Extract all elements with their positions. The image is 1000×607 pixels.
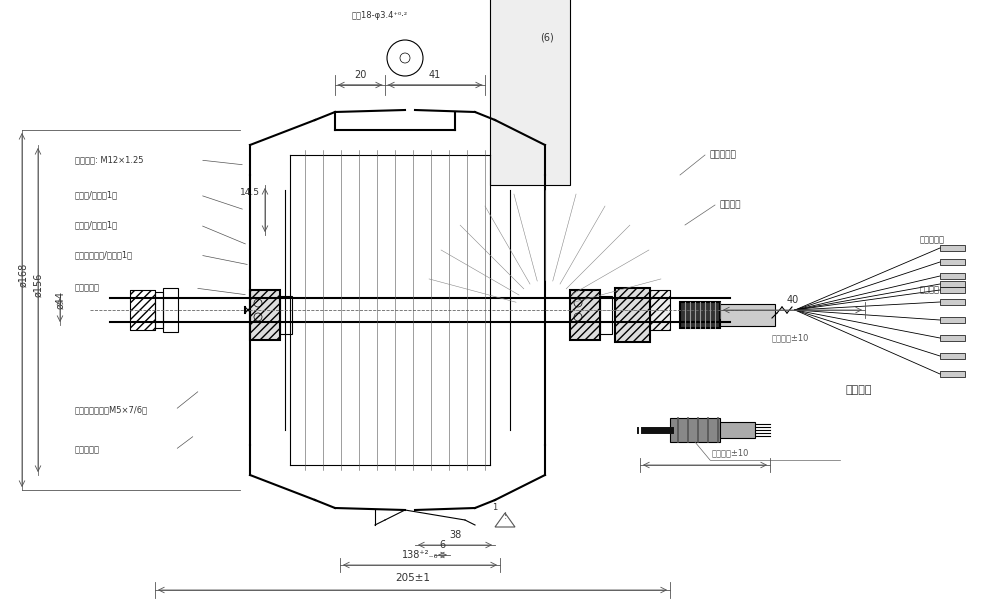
Bar <box>130 290 155 330</box>
Bar <box>940 317 965 323</box>
Bar <box>720 422 755 438</box>
Bar <box>940 281 965 287</box>
Bar <box>570 290 600 340</box>
Bar <box>163 288 178 332</box>
Bar <box>940 335 965 341</box>
Text: 205±1: 205±1 <box>395 573 430 583</box>
Bar <box>570 290 600 340</box>
Text: 护线弹簧: 护线弹簧 <box>720 200 742 209</box>
Text: ø44: ø44 <box>55 291 65 309</box>
Bar <box>940 259 965 265</box>
Bar <box>940 371 965 377</box>
Text: 38: 38 <box>449 530 461 540</box>
Text: ø156: ø156 <box>33 273 43 297</box>
Bar <box>940 287 965 293</box>
Bar <box>940 299 965 305</box>
Text: 1: 1 <box>492 503 498 512</box>
Bar <box>250 290 280 340</box>
Text: 圈撄18-φ3.4⁺⁰⋅²: 圈撄18-φ3.4⁺⁰⋅² <box>352 11 408 20</box>
Text: 40: 40 <box>786 295 799 305</box>
Text: 6: 6 <box>439 540 446 550</box>
Text: 14.5: 14.5 <box>240 188 260 197</box>
Text: 相线端子: 相线端子 <box>920 285 940 294</box>
Bar <box>615 288 650 342</box>
Text: 无孔装饰帽: 无孔装饰帽 <box>75 283 100 293</box>
Bar <box>940 353 965 359</box>
Text: 防水插件: 防水插件 <box>845 385 872 395</box>
Bar <box>600 296 612 334</box>
Text: 138⁺²₋₆: 138⁺²₋₆ <box>402 550 438 560</box>
Text: 41: 41 <box>429 70 441 80</box>
Text: !: ! <box>503 512 507 521</box>
Text: 有孔装饰帽: 有孔装饰帽 <box>710 151 737 160</box>
Bar <box>720 304 775 326</box>
Text: 带谂螺母: M12×1.25: 带谂螺母: M12×1.25 <box>75 155 144 164</box>
Bar <box>130 290 155 330</box>
Text: 内六角平头螺钉M5×7/6个: 内六角平头螺钉M5×7/6个 <box>75 405 148 415</box>
Text: 止转片/两端咁1个: 止转片/两端咁1个 <box>75 191 118 200</box>
Bar <box>650 290 670 330</box>
Text: 六角法兰螺母/两端咁1个: 六角法兰螺母/两端咁1个 <box>75 251 133 260</box>
Bar <box>615 288 650 342</box>
Bar <box>680 302 720 328</box>
Bar <box>940 245 965 251</box>
Text: 平垂圈/两端咁1个: 平垂圈/两端咁1个 <box>75 220 118 229</box>
Text: 电机线长±10: 电机线长±10 <box>771 333 809 342</box>
Bar <box>940 273 965 279</box>
Bar <box>250 290 280 340</box>
Text: 震尔线端子: 震尔线端子 <box>920 236 945 245</box>
Text: (6): (6) <box>540 32 554 42</box>
Bar <box>280 296 292 334</box>
Text: ø168: ø168 <box>18 263 28 287</box>
Bar <box>155 292 163 328</box>
Text: 电机线长±10: 电机线长±10 <box>711 448 749 457</box>
Bar <box>650 290 670 330</box>
Bar <box>490 0 570 185</box>
Text: 模制装饰板: 模制装饰板 <box>75 446 100 455</box>
Bar <box>670 418 720 442</box>
Text: 20: 20 <box>354 70 366 80</box>
